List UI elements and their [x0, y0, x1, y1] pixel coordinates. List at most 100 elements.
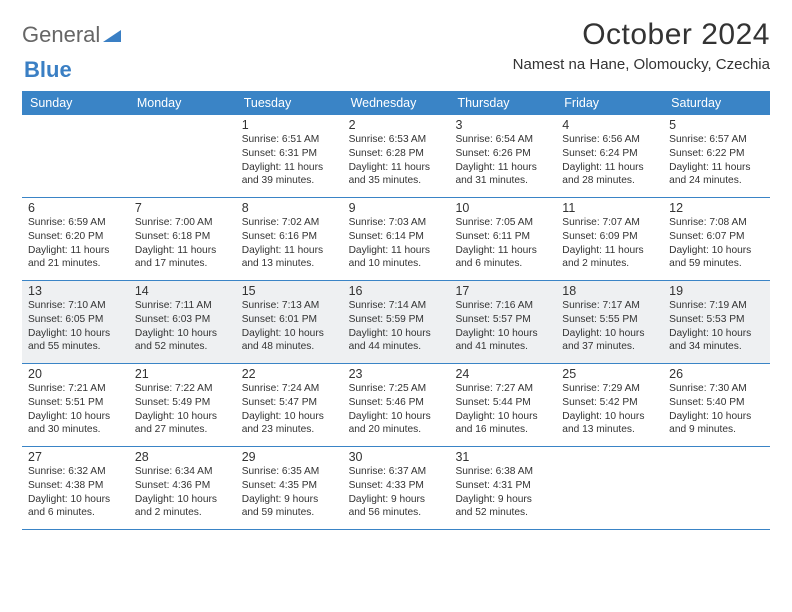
day-info-line: Sunrise: 7:05 AM [455, 216, 550, 230]
day-cell [22, 115, 129, 197]
day-info-line: Daylight: 10 hours [135, 327, 230, 341]
day-info-line: and 20 minutes. [349, 423, 444, 437]
day-info-line: and 9 minutes. [669, 423, 764, 437]
day-info-line: Sunset: 5:42 PM [562, 396, 657, 410]
day-info-line: Sunrise: 6:34 AM [135, 465, 230, 479]
day-number: 29 [242, 450, 337, 464]
day-info-line: Sunset: 5:49 PM [135, 396, 230, 410]
day-info-line: Daylight: 9 hours [242, 493, 337, 507]
day-info-line: and 10 minutes. [349, 257, 444, 271]
weekday-label: Wednesday [343, 91, 450, 115]
day-info-line: Sunset: 6:26 PM [455, 147, 550, 161]
day-info-line: Daylight: 9 hours [349, 493, 444, 507]
day-info-line: Sunset: 6:31 PM [242, 147, 337, 161]
day-cell: 3Sunrise: 6:54 AMSunset: 6:26 PMDaylight… [449, 115, 556, 197]
day-cell: 13Sunrise: 7:10 AMSunset: 6:05 PMDayligh… [22, 281, 129, 363]
day-info-line: and 6 minutes. [28, 506, 123, 520]
day-number: 30 [349, 450, 444, 464]
day-cell: 19Sunrise: 7:19 AMSunset: 5:53 PMDayligh… [663, 281, 770, 363]
day-info-line: and 55 minutes. [28, 340, 123, 354]
weekday-label: Thursday [449, 91, 556, 115]
day-info-line: Daylight: 10 hours [669, 410, 764, 424]
day-info-line: Sunset: 4:36 PM [135, 479, 230, 493]
day-info-line: Sunrise: 6:56 AM [562, 133, 657, 147]
day-info-line: Sunset: 5:44 PM [455, 396, 550, 410]
weekday-label: Saturday [663, 91, 770, 115]
calendar: Sunday Monday Tuesday Wednesday Thursday… [22, 91, 770, 530]
logo: General [22, 18, 121, 48]
day-info-line: Sunrise: 6:32 AM [28, 465, 123, 479]
day-number: 3 [455, 118, 550, 132]
day-info-line: Sunrise: 7:10 AM [28, 299, 123, 313]
day-info-line: Sunset: 6:28 PM [349, 147, 444, 161]
day-number: 16 [349, 284, 444, 298]
day-info-line: Sunset: 6:14 PM [349, 230, 444, 244]
day-info-line: and 2 minutes. [562, 257, 657, 271]
day-info-line: Daylight: 10 hours [242, 410, 337, 424]
day-info-line: and 2 minutes. [135, 506, 230, 520]
day-info-line: Daylight: 11 hours [669, 161, 764, 175]
day-info-line: and 17 minutes. [135, 257, 230, 271]
weekday-label: Friday [556, 91, 663, 115]
day-info-line: and 39 minutes. [242, 174, 337, 188]
weeks-container: 1Sunrise: 6:51 AMSunset: 6:31 PMDaylight… [22, 115, 770, 530]
week-row: 20Sunrise: 7:21 AMSunset: 5:51 PMDayligh… [22, 364, 770, 447]
day-info-line: Daylight: 10 hours [242, 327, 337, 341]
day-info-line: Sunrise: 7:07 AM [562, 216, 657, 230]
day-cell [129, 115, 236, 197]
day-info-line: Daylight: 9 hours [455, 493, 550, 507]
day-cell: 1Sunrise: 6:51 AMSunset: 6:31 PMDaylight… [236, 115, 343, 197]
day-info-line: Sunset: 5:55 PM [562, 313, 657, 327]
day-cell: 26Sunrise: 7:30 AMSunset: 5:40 PMDayligh… [663, 364, 770, 446]
day-info-line: Sunrise: 7:03 AM [349, 216, 444, 230]
day-cell: 31Sunrise: 6:38 AMSunset: 4:31 PMDayligh… [449, 447, 556, 529]
week-row: 13Sunrise: 7:10 AMSunset: 6:05 PMDayligh… [22, 281, 770, 364]
day-info-line: Sunrise: 7:13 AM [242, 299, 337, 313]
day-cell: 9Sunrise: 7:03 AMSunset: 6:14 PMDaylight… [343, 198, 450, 280]
day-info-line: and 13 minutes. [242, 257, 337, 271]
day-info-line: Sunset: 4:33 PM [349, 479, 444, 493]
day-number: 7 [135, 201, 230, 215]
day-info-line: Sunset: 6:11 PM [455, 230, 550, 244]
month-title: October 2024 [513, 18, 770, 52]
day-number: 24 [455, 367, 550, 381]
day-info-line: Daylight: 11 hours [455, 161, 550, 175]
day-cell [663, 447, 770, 529]
day-info-line: Sunset: 6:18 PM [135, 230, 230, 244]
week-row: 1Sunrise: 6:51 AMSunset: 6:31 PMDaylight… [22, 115, 770, 198]
day-info-line: Sunrise: 7:14 AM [349, 299, 444, 313]
day-number: 15 [242, 284, 337, 298]
day-info-line: Daylight: 10 hours [28, 410, 123, 424]
day-cell: 20Sunrise: 7:21 AMSunset: 5:51 PMDayligh… [22, 364, 129, 446]
day-info-line: Sunrise: 6:54 AM [455, 133, 550, 147]
day-info-line: and 34 minutes. [669, 340, 764, 354]
day-info-line: Sunset: 5:51 PM [28, 396, 123, 410]
day-info-line: Sunrise: 7:02 AM [242, 216, 337, 230]
day-number: 19 [669, 284, 764, 298]
day-info-line: Sunrise: 7:17 AM [562, 299, 657, 313]
day-info-line: Sunrise: 7:19 AM [669, 299, 764, 313]
day-info-line: Sunrise: 6:37 AM [349, 465, 444, 479]
day-info-line: Sunrise: 7:22 AM [135, 382, 230, 396]
day-info-line: Sunrise: 7:30 AM [669, 382, 764, 396]
day-info-line: Daylight: 11 hours [135, 244, 230, 258]
day-number: 28 [135, 450, 230, 464]
day-info-line: and 24 minutes. [669, 174, 764, 188]
day-info-line: and 56 minutes. [349, 506, 444, 520]
week-row: 27Sunrise: 6:32 AMSunset: 4:38 PMDayligh… [22, 447, 770, 530]
day-info-line: Daylight: 10 hours [349, 410, 444, 424]
day-info-line: and 6 minutes. [455, 257, 550, 271]
day-info-line: Sunset: 6:07 PM [669, 230, 764, 244]
location-text: Namest na Hane, Olomoucky, Czechia [513, 56, 770, 73]
day-info-line: Daylight: 10 hours [669, 244, 764, 258]
day-info-line: Sunset: 5:57 PM [455, 313, 550, 327]
day-info-line: Sunset: 6:20 PM [28, 230, 123, 244]
day-number: 6 [28, 201, 123, 215]
day-info-line: Sunrise: 7:27 AM [455, 382, 550, 396]
day-info-line: Daylight: 10 hours [455, 410, 550, 424]
day-number: 26 [669, 367, 764, 381]
day-cell: 12Sunrise: 7:08 AMSunset: 6:07 PMDayligh… [663, 198, 770, 280]
day-number: 23 [349, 367, 444, 381]
day-cell: 8Sunrise: 7:02 AMSunset: 6:16 PMDaylight… [236, 198, 343, 280]
day-info-line: Sunset: 6:24 PM [562, 147, 657, 161]
